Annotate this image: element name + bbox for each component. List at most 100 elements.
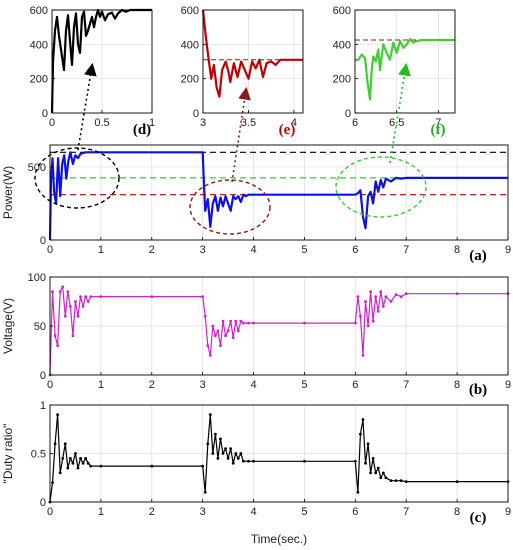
data-point <box>252 321 255 325</box>
data-point <box>381 471 385 475</box>
data-point <box>241 321 245 325</box>
series-line <box>49 414 508 503</box>
panel-c: 0 1 2 3 4 5 6 7 8 9 0 0.5 1 "Duty ratio" Time(sec.) (c) <box>1 400 511 546</box>
x-tick-label: 9 <box>505 506 511 518</box>
panel-d: 0 0.5 1 0 200 400 600 (d) <box>30 5 155 138</box>
zoom-ellipse-e <box>189 179 271 235</box>
data-point <box>399 295 403 298</box>
data-point <box>252 459 255 463</box>
data-point <box>68 456 72 460</box>
x-tick-label: 5 <box>301 244 307 256</box>
data-point <box>364 461 367 465</box>
x-tick-label: 7 <box>403 379 409 391</box>
data-point <box>53 334 57 338</box>
data-point <box>81 461 85 465</box>
data-point <box>150 464 154 468</box>
x-tick-label: 4 <box>250 244 256 256</box>
data-point <box>384 476 388 480</box>
y-tick-label: 400 <box>30 39 48 51</box>
data-point <box>369 471 372 475</box>
data-point <box>221 319 225 323</box>
x-tick-label: 9 <box>505 244 511 256</box>
x-tick-label: 5 <box>301 506 307 518</box>
series-line <box>48 151 508 241</box>
x-tick-label: 2 <box>149 244 155 256</box>
panel-f: 66.570200400600(f) <box>333 5 456 138</box>
panel-label: (a) <box>469 248 487 264</box>
x-tick-label: 0 <box>47 379 53 391</box>
x-tick-label: 6 <box>352 117 358 129</box>
y-axis-label: Power(W) <box>1 166 15 219</box>
data-point <box>394 293 398 297</box>
y-tick-label: 0 <box>193 108 199 120</box>
data-point <box>369 290 372 294</box>
data-point <box>89 295 93 298</box>
y-tick-label: 0 <box>42 108 48 120</box>
data-point <box>404 292 408 296</box>
data-point <box>66 290 70 294</box>
data-point <box>224 447 227 451</box>
data-point <box>231 461 235 465</box>
data-point <box>74 300 77 303</box>
x-tick-label: 4 <box>291 117 297 129</box>
zoom-arrow-e <box>231 86 251 183</box>
data-point <box>303 321 306 325</box>
y-tick-label: 400 <box>333 39 351 51</box>
x-axis-label: Time(sec.) <box>251 532 307 546</box>
data-point <box>404 480 408 484</box>
data-point <box>219 344 222 347</box>
data-point <box>389 479 393 483</box>
data-point <box>221 452 225 455</box>
data-point <box>58 471 62 475</box>
data-point <box>56 413 60 417</box>
zoom-arrow-d <box>77 62 97 151</box>
x-tick-label: 3 <box>200 506 206 518</box>
data-point <box>216 456 220 460</box>
data-point <box>74 452 77 455</box>
zoom-ellipse-d <box>34 147 120 209</box>
data-point <box>366 442 370 446</box>
panel-label: (b) <box>469 382 487 398</box>
data-point <box>374 471 378 475</box>
x-tick-label: 6 <box>352 379 358 391</box>
y-tick-label: 0 <box>40 497 46 509</box>
x-tick-label: 8 <box>454 506 460 518</box>
panel-label: (f) <box>431 122 446 138</box>
data-point <box>76 466 80 470</box>
plot-area <box>50 145 508 240</box>
x-tick-label: 9 <box>505 379 511 391</box>
data-point <box>455 292 459 296</box>
x-tick-label: 2 <box>149 379 155 391</box>
panel-e: 3 3.5 4 0 200 400 600 (e) <box>181 5 304 138</box>
panel-label: (c) <box>470 510 487 526</box>
x-tick-label: 0.5 <box>94 117 109 129</box>
data-point <box>374 295 378 298</box>
zoom-callouts <box>34 62 427 235</box>
data-point <box>224 334 227 338</box>
axes-frame <box>49 144 509 241</box>
data-point <box>63 442 67 446</box>
data-point <box>229 447 233 451</box>
data-point <box>89 464 93 468</box>
data-point <box>51 481 54 484</box>
x-tick-label: 7 <box>403 506 409 518</box>
x-tick-label: 0 <box>47 244 53 256</box>
data-point <box>241 459 245 463</box>
x-tick-label: 0 <box>49 117 55 129</box>
x-tick-label: 7 <box>403 244 409 256</box>
data-point <box>206 344 210 347</box>
data-point <box>361 354 365 357</box>
data-point <box>208 413 212 417</box>
data-point <box>236 329 240 333</box>
data-point <box>79 295 82 298</box>
data-point <box>208 354 212 357</box>
x-tick-label: 1 <box>98 244 104 256</box>
data-point <box>226 456 230 460</box>
series-line <box>355 38 455 101</box>
x-tick-label: 0 <box>47 506 53 518</box>
data-point <box>356 295 360 298</box>
data-point <box>356 490 360 494</box>
data-point <box>99 464 103 468</box>
data-point <box>455 480 459 484</box>
data-point <box>389 300 393 303</box>
